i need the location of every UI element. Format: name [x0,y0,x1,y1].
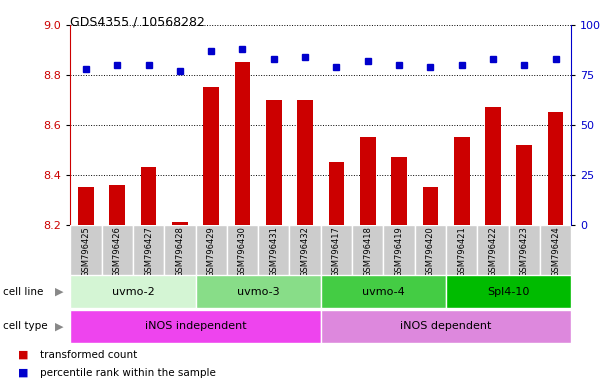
Bar [266,100,282,225]
Text: GSM796428: GSM796428 [175,226,185,277]
Bar [141,167,156,225]
Text: ▶: ▶ [55,321,64,331]
Text: GSM796420: GSM796420 [426,226,435,277]
Text: cell type: cell type [3,321,48,331]
Bar [78,187,93,225]
Text: GSM796427: GSM796427 [144,226,153,277]
Bar [477,225,509,275]
Bar [196,225,227,275]
Text: uvmo-3: uvmo-3 [237,287,279,297]
Text: GDS4355 / 10568282: GDS4355 / 10568282 [70,15,205,28]
Bar [109,185,125,225]
Bar [227,225,258,275]
Bar [172,222,188,225]
Text: GSM796430: GSM796430 [238,226,247,277]
Bar [384,225,415,275]
Bar [415,225,446,275]
Bar [446,225,477,275]
Bar [516,145,532,225]
Bar [70,275,196,308]
Bar [298,100,313,225]
Bar [352,225,384,275]
Text: GSM796425: GSM796425 [81,226,90,277]
Text: uvmo-4: uvmo-4 [362,287,404,297]
Text: cell line: cell line [3,287,43,297]
Text: ■: ■ [18,350,29,360]
Bar [164,225,196,275]
Bar [321,225,352,275]
Text: percentile rank within the sample: percentile rank within the sample [40,368,216,378]
Bar [196,275,321,308]
Bar [133,225,164,275]
Bar [360,137,376,225]
Bar [548,112,563,225]
Bar [321,310,571,343]
Text: GSM796423: GSM796423 [520,226,529,277]
Bar [540,225,571,275]
Bar [321,275,446,308]
Text: GSM796418: GSM796418 [364,226,372,277]
Text: GSM796422: GSM796422 [489,226,497,277]
Bar [290,225,321,275]
Bar [101,225,133,275]
Text: GSM796417: GSM796417 [332,226,341,277]
Bar [203,87,219,225]
Bar [509,225,540,275]
Text: uvmo-2: uvmo-2 [112,287,154,297]
Bar [423,187,438,225]
Text: GSM796432: GSM796432 [301,226,310,277]
Text: GSM796419: GSM796419 [395,226,403,277]
Text: GSM796429: GSM796429 [207,226,216,277]
Text: Spl4-10: Spl4-10 [488,287,530,297]
Text: GSM796431: GSM796431 [269,226,278,277]
Text: iNOS dependent: iNOS dependent [400,321,492,331]
Text: iNOS independent: iNOS independent [145,321,246,331]
Bar [391,157,407,225]
Bar [235,62,251,225]
Bar [446,275,571,308]
Bar [70,225,101,275]
Text: GSM796424: GSM796424 [551,226,560,277]
Text: GSM796421: GSM796421 [457,226,466,277]
Text: transformed count: transformed count [40,350,137,360]
Text: GSM796426: GSM796426 [113,226,122,277]
Bar [258,225,290,275]
Bar [454,137,469,225]
Bar [485,107,501,225]
Bar [70,310,321,343]
Text: ■: ■ [18,368,29,378]
Bar [329,162,344,225]
Text: ▶: ▶ [55,287,64,297]
